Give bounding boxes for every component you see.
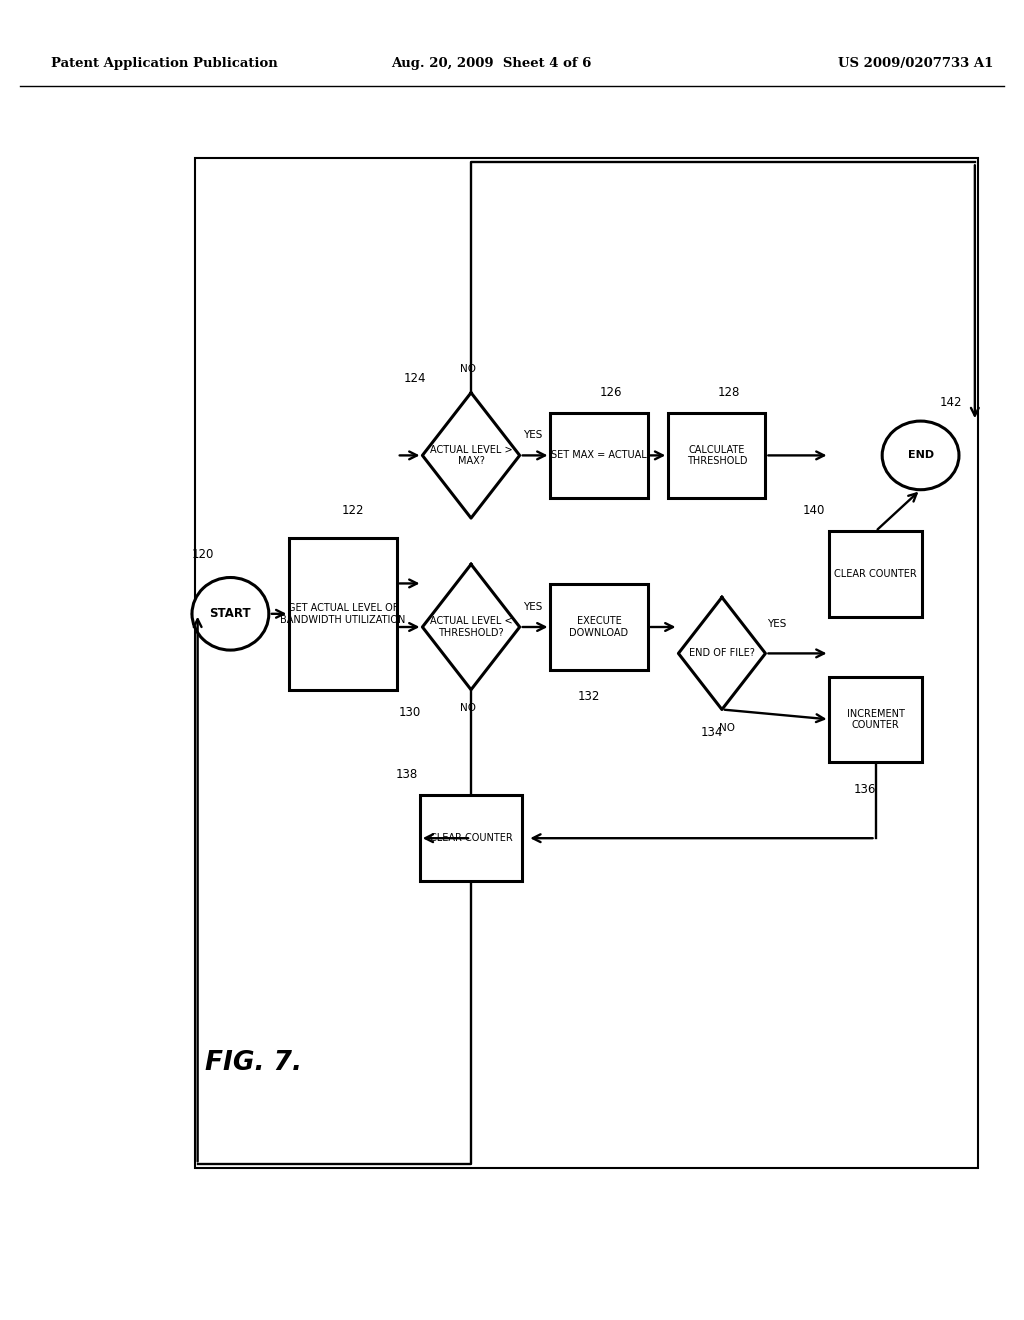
Text: NO: NO xyxy=(719,722,735,733)
Text: 136: 136 xyxy=(854,783,877,796)
Text: ACTUAL LEVEL >
MAX?: ACTUAL LEVEL > MAX? xyxy=(430,445,512,466)
Text: 134: 134 xyxy=(700,726,723,739)
FancyBboxPatch shape xyxy=(420,795,522,882)
Polygon shape xyxy=(423,393,520,517)
Text: 140: 140 xyxy=(803,504,825,517)
Text: EXECUTE
DOWNLOAD: EXECUTE DOWNLOAD xyxy=(569,616,629,638)
Text: 126: 126 xyxy=(600,385,623,399)
Text: 142: 142 xyxy=(940,396,963,409)
Text: FIG. 7.: FIG. 7. xyxy=(205,1049,302,1076)
Text: 128: 128 xyxy=(718,385,740,399)
FancyBboxPatch shape xyxy=(290,539,397,689)
Polygon shape xyxy=(678,597,765,710)
FancyBboxPatch shape xyxy=(829,532,922,618)
Text: END OF FILE?: END OF FILE? xyxy=(689,648,755,659)
Ellipse shape xyxy=(193,578,268,649)
Text: 130: 130 xyxy=(398,706,421,719)
Text: CLEAR COUNTER: CLEAR COUNTER xyxy=(430,833,512,843)
Text: YES: YES xyxy=(523,602,542,612)
Text: SET MAX = ACTUAL: SET MAX = ACTUAL xyxy=(551,450,647,461)
Text: GET ACTUAL LEVEL OF
BANDWIDTH UTILIZATION: GET ACTUAL LEVEL OF BANDWIDTH UTILIZATIO… xyxy=(281,603,406,624)
Text: CLEAR COUNTER: CLEAR COUNTER xyxy=(835,569,916,579)
Text: 122: 122 xyxy=(342,504,365,517)
Text: 120: 120 xyxy=(191,548,214,561)
FancyBboxPatch shape xyxy=(195,158,978,1168)
Text: NO: NO xyxy=(460,363,476,374)
Ellipse shape xyxy=(883,421,959,490)
FancyBboxPatch shape xyxy=(668,412,765,498)
FancyBboxPatch shape xyxy=(551,583,647,671)
Text: 132: 132 xyxy=(578,690,600,704)
Polygon shape xyxy=(423,565,520,689)
Text: ACTUAL LEVEL <
THRESHOLD?: ACTUAL LEVEL < THRESHOLD? xyxy=(430,616,512,638)
Text: NO: NO xyxy=(460,702,476,713)
FancyBboxPatch shape xyxy=(551,412,647,498)
Text: END: END xyxy=(907,450,934,461)
Text: CALCULATE
THRESHOLD: CALCULATE THRESHOLD xyxy=(686,445,748,466)
Text: Aug. 20, 2009  Sheet 4 of 6: Aug. 20, 2009 Sheet 4 of 6 xyxy=(391,57,592,70)
Text: 124: 124 xyxy=(403,372,426,385)
Text: 138: 138 xyxy=(395,768,418,781)
Text: YES: YES xyxy=(523,430,542,441)
Text: START: START xyxy=(210,607,251,620)
Text: Patent Application Publication: Patent Application Publication xyxy=(51,57,278,70)
FancyBboxPatch shape xyxy=(829,676,922,763)
Text: INCREMENT
COUNTER: INCREMENT COUNTER xyxy=(847,709,904,730)
Text: YES: YES xyxy=(768,619,786,630)
Text: US 2009/0207733 A1: US 2009/0207733 A1 xyxy=(838,57,993,70)
